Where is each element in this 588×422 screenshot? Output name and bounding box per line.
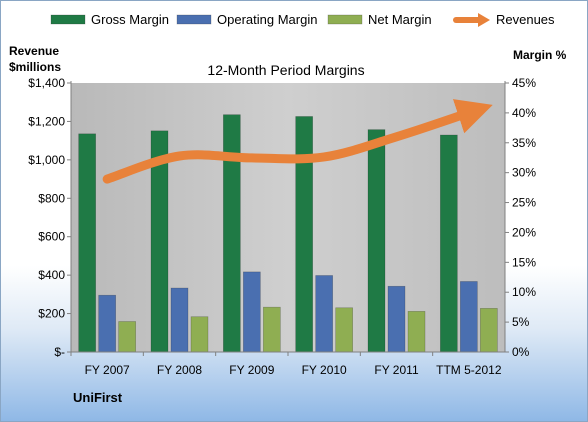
revenues-point-fy-2009 xyxy=(250,156,253,159)
bar-gross-margin-fy-2007 xyxy=(78,133,96,353)
right-tick-label: 5% xyxy=(512,315,530,329)
revenues-line xyxy=(102,99,493,184)
legend-swatch xyxy=(327,14,363,25)
left-tick-label: $1,400 xyxy=(28,76,65,90)
left-tick-label: $1,000 xyxy=(28,153,65,167)
chart-title: 12-Month Period Margins xyxy=(207,62,364,78)
bar-net-margin-fy-2007 xyxy=(118,321,136,353)
bar-operating-margin-fy-2010 xyxy=(315,275,333,353)
x-tick-label: FY 2011 xyxy=(374,363,419,377)
revenues-point-fy-2007 xyxy=(106,178,109,181)
right-tick-label: 25% xyxy=(512,196,536,210)
x-tick-label: FY 2009 xyxy=(229,363,274,377)
bar-operating-margin-fy-2007 xyxy=(98,294,116,353)
legend-label: Gross Margin xyxy=(91,12,169,27)
legend-item-gross-margin: Gross Margin xyxy=(50,12,169,27)
bar-net-margin-fy-2010 xyxy=(335,307,353,353)
right-tick-label: 40% xyxy=(512,106,536,120)
legend-item-revenues: Revenues xyxy=(453,12,555,27)
left-tick-label: $600 xyxy=(38,230,65,244)
revenues-point-fy-2008 xyxy=(178,155,181,158)
x-tick-label: FY 2008 xyxy=(157,363,202,377)
right-axis-label: Margin % xyxy=(513,48,567,62)
revenues-point-fy-2011 xyxy=(395,135,398,138)
bar-net-margin-fy-2008 xyxy=(190,316,209,353)
left-tick-label: $- xyxy=(54,345,65,359)
x-tick-label: FY 2007 xyxy=(85,363,130,377)
legend-arrow xyxy=(478,13,490,27)
bar-operating-margin-ttm-5-2012 xyxy=(460,281,478,353)
bar-net-margin-ttm-5-2012 xyxy=(480,308,498,353)
legend-label: Net Margin xyxy=(368,12,432,27)
left-tick-label: $800 xyxy=(38,191,65,205)
legend: Gross Margin Operating Margin Net Margin Re… xyxy=(50,12,555,27)
right-tick-label: 30% xyxy=(512,166,536,180)
revenues-point-ttm-5-2012 xyxy=(467,111,470,114)
legend-swatch xyxy=(176,14,212,25)
left-tick-label: $200 xyxy=(38,307,65,321)
x-tick-label: TTM 5-2012 xyxy=(436,363,502,377)
right-tick-label: 15% xyxy=(512,255,536,269)
legend-label: Operating Margin xyxy=(217,12,317,27)
x-tick-label: FY 2010 xyxy=(302,363,347,377)
right-tick-label: 20% xyxy=(512,225,536,239)
legend-swatch xyxy=(50,14,86,25)
bar-net-margin-fy-2009 xyxy=(263,306,281,353)
bar-gross-margin-ttm-5-2012 xyxy=(440,134,458,353)
left-tick-label: $1,200 xyxy=(28,114,65,128)
bar-operating-margin-fy-2009 xyxy=(243,271,261,353)
legend-label: Revenues xyxy=(496,12,555,27)
bar-operating-margin-fy-2008 xyxy=(170,287,189,353)
bar-gross-margin-fy-2009 xyxy=(223,114,241,353)
left-axis-label-line-2: $millions xyxy=(9,60,61,74)
company-name: UniFirst xyxy=(73,390,123,405)
bar-gross-margin-fy-2011 xyxy=(367,129,386,353)
left-axis-label-line-1: Revenue xyxy=(9,44,59,58)
bar-net-margin-fy-2011 xyxy=(407,311,426,353)
legend-item-operating-margin: Operating Margin xyxy=(176,12,317,27)
left-tick-label: $400 xyxy=(38,268,65,282)
right-tick-label: 35% xyxy=(512,136,536,150)
right-tick-label: 10% xyxy=(512,285,536,299)
bar-gross-margin-fy-2010 xyxy=(295,116,313,353)
legend-item-net-margin: Net Margin xyxy=(327,12,432,27)
right-tick-label: 45% xyxy=(512,76,536,90)
right-tick-label: 0% xyxy=(512,345,530,359)
revenues-point-fy-2010 xyxy=(323,155,326,158)
bar-operating-margin-fy-2011 xyxy=(387,285,406,353)
